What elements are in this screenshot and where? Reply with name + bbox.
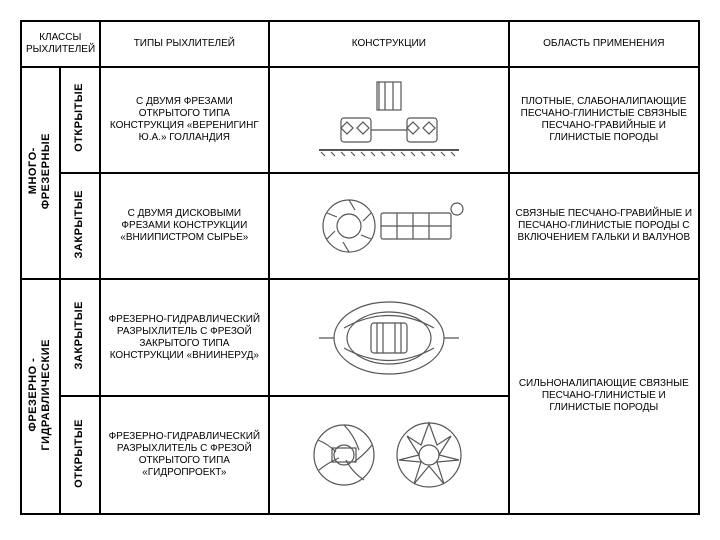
subtype-open2-label: ОТКРЫТЫЕ [73,419,86,488]
header-application-label: ОБЛАСТЬ ПРИМЕНЕНИЯ [543,38,664,49]
subtype-closed-label: ЗАКРЫТЫЕ [73,190,86,258]
header-application: ОБЛАСТЬ ПРИМЕНЕНИЯ [509,21,699,67]
sketch-4-icon [274,401,504,509]
class-multi-label: МНОГО-ФРЕЗЕРНЫЕ [27,133,53,209]
type-desc-cell: С ДВУМЯ ФРЕЗАМИ ОТКРЫТОГО ТИПА КОНСТРУКЦ… [100,67,270,173]
application-34: СИЛЬНОНАЛИПАЮЩИЕ СВЯЗНЫЕ ПЕСЧАНО-ГЛИНИСТ… [514,378,694,414]
application-cell: СВЯЗНЫЕ ПЕСЧАНО-ГРАВИЙНЫЕ И ПЕСЧАНО-ГЛИН… [509,173,699,279]
type-desc-2: С ДВУМЯ ДИСКОВЫМИ ФРЕЗАМИ КОНСТРУКЦИИ «В… [105,208,265,244]
header-types-label: ТИПЫ РЫХЛИТЕЛЕЙ [134,38,235,49]
construction-sketch-cell [269,279,509,397]
subtype-open-label: ОТКРЫТЫЕ [73,83,86,152]
table-row: ФРЕЗЕРНО -ГИДРАВЛИЧЕСКИЕ ЗАКРЫТЫЕ ФРЕЗЕР… [21,279,699,397]
subtype-closed2-cell: ЗАКРЫТЫЕ [60,279,99,397]
type-desc-cell: ФРЕЗЕРНО-ГИДРАВЛИЧЕСКИЙ РАЗРЫХЛИТЕЛЬ С Ф… [100,279,270,397]
classification-table: КЛАССЫ РЫХЛИТЕЛЕЙ ТИПЫ РЫХЛИТЕЛЕЙ КОНСТР… [20,20,700,515]
table-row: МНОГО-ФРЕЗЕРНЫЕ ОТКРЫТЫЕ С ДВУМЯ ФРЕЗАМИ… [21,67,699,173]
header-constructions-label: КОНСТРУКЦИИ [352,38,426,49]
construction-sketch-cell [269,396,509,514]
application-cell-merged: СИЛЬНОНАЛИПАЮЩИЕ СВЯЗНЫЕ ПЕСЧАНО-ГЛИНИСТ… [509,279,699,514]
construction-sketch-cell [269,173,509,279]
header-types: ТИПЫ РЫХЛИТЕЛЕЙ [100,21,270,67]
subtype-open-cell: ОТКРЫТЫЕ [60,67,99,173]
application-2: СВЯЗНЫЕ ПЕСЧАНО-ГРАВИЙНЫЕ И ПЕСЧАНО-ГЛИН… [514,208,694,244]
subtype-closed-cell: ЗАКРЫТЫЕ [60,173,99,279]
application-cell: ПЛОТНЫЕ, СЛАБОНАЛИПАЮЩИЕ ПЕСЧАНО-ГЛИНИСТ… [509,67,699,173]
application-1: ПЛОТНЫЕ, СЛАБОНАЛИПАЮЩИЕ ПЕСЧАНО-ГЛИНИСТ… [514,96,694,144]
sketch-1-icon [274,72,504,168]
type-desc-cell: ФРЕЗЕРНО-ГИДРАВЛИЧЕСКИЙ РАЗРЫХЛИТЕЛЬ С Ф… [100,396,270,514]
sketch-2-icon [274,178,504,274]
subtype-closed2-label: ЗАКРЫТЫЕ [73,301,86,369]
sketch-3-icon [274,284,504,392]
table-row: ЗАКРЫТЫЕ С ДВУМЯ ДИСКОВЫМИ ФРЕЗАМИ КОНСТ… [21,173,699,279]
construction-sketch-cell [269,67,509,173]
class-multi-cell: МНОГО-ФРЕЗЕРНЫЕ [21,67,60,279]
class-hydraulic-cell: ФРЕЗЕРНО -ГИДРАВЛИЧЕСКИЕ [21,279,60,514]
type-desc-4: ФРЕЗЕРНО-ГИДРАВЛИЧЕСКИЙ РАЗРЫХЛИТЕЛЬ С Ф… [105,431,265,479]
type-desc-3: ФРЕЗЕРНО-ГИДРАВЛИЧЕСКИЙ РАЗРЫХЛИТЕЛЬ С Ф… [105,314,265,362]
type-desc-cell: С ДВУМЯ ДИСКОВЫМИ ФРЕЗАМИ КОНСТРУКЦИИ «В… [100,173,270,279]
class-hydraulic-label: ФРЕЗЕРНО -ГИДРАВЛИЧЕСКИЕ [27,339,53,451]
header-constructions: КОНСТРУКЦИИ [269,21,509,67]
header-classes-label: КЛАССЫ РЫХЛИТЕЛЕЙ [26,32,95,55]
header-classes: КЛАССЫ РЫХЛИТЕЛЕЙ [21,21,100,67]
type-desc-1: С ДВУМЯ ФРЕЗАМИ ОТКРЫТОГО ТИПА КОНСТРУКЦ… [105,96,265,144]
subtype-open2-cell: ОТКРЫТЫЕ [60,396,99,514]
